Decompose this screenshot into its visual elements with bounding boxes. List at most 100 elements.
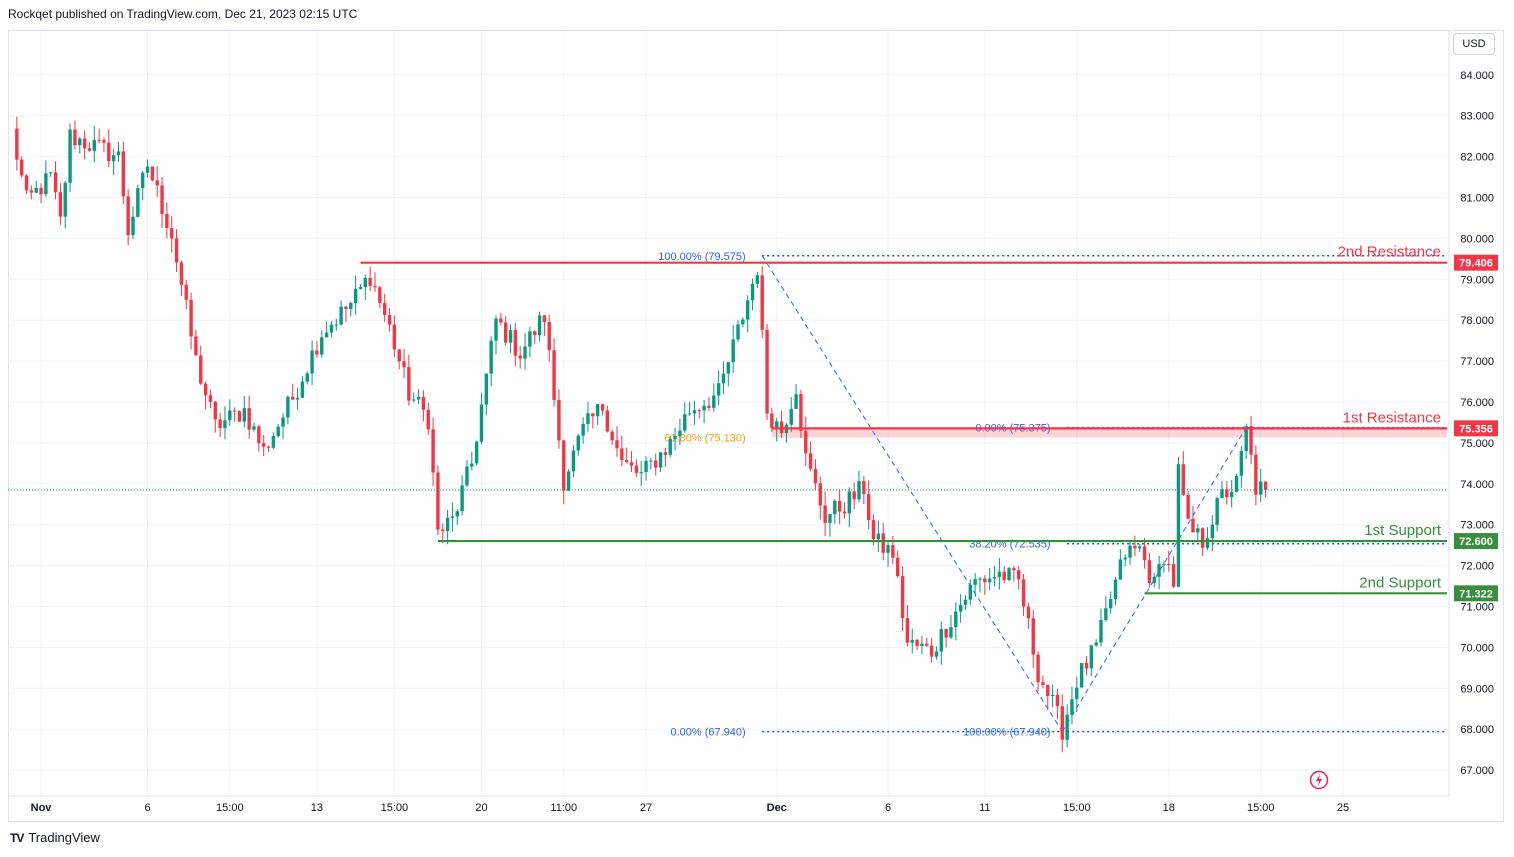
- candle-body: [866, 494, 871, 521]
- candle: [208, 389, 213, 409]
- candle-body: [779, 421, 784, 434]
- candle-body: [1123, 557, 1127, 560]
- candle: [58, 183, 63, 225]
- candle: [697, 408, 701, 419]
- candle: [1133, 535, 1137, 557]
- candle: [1142, 537, 1147, 569]
- candle-body: [537, 315, 542, 336]
- candle: [145, 159, 150, 178]
- time-tick-label: 13: [311, 802, 323, 814]
- candle-body: [247, 408, 251, 430]
- candle: [140, 170, 145, 201]
- candle: [687, 401, 692, 416]
- candle: [1162, 561, 1166, 573]
- candle-body: [794, 394, 798, 409]
- replay-icon[interactable]: [1309, 770, 1329, 790]
- candle: [973, 573, 977, 597]
- candle-body: [29, 190, 34, 193]
- candle: [823, 491, 827, 537]
- candle: [1094, 639, 1098, 647]
- candle: [547, 314, 551, 362]
- candle: [886, 542, 890, 567]
- candle-body: [349, 302, 353, 310]
- candle: [610, 429, 614, 445]
- candle-body: [450, 516, 455, 518]
- candle-body: [1263, 481, 1268, 490]
- candle: [179, 260, 184, 297]
- candle-body: [649, 460, 653, 462]
- candle-body: [145, 166, 150, 173]
- time-tick-label: 6: [144, 802, 150, 814]
- candle: [416, 389, 421, 405]
- candle: [852, 482, 856, 510]
- candle-body: [1021, 579, 1026, 607]
- candle: [107, 129, 111, 168]
- candle-body: [1089, 645, 1094, 669]
- candle-body: [1079, 662, 1084, 688]
- candle-body: [523, 346, 527, 359]
- candle-body: [1065, 714, 1069, 740]
- candle: [949, 614, 953, 640]
- candle-body: [615, 440, 619, 449]
- candle: [184, 279, 188, 310]
- chart-frame: [8, 30, 1504, 822]
- support-resistance-levels: 2nd Resistance 79.406 1st Resistance 75.356…: [360, 244, 1498, 602]
- candle-body: [252, 426, 256, 430]
- candle-body: [499, 318, 503, 323]
- candle-body: [571, 450, 576, 472]
- candle: [1128, 541, 1132, 565]
- candle: [958, 593, 963, 623]
- candle: [291, 383, 295, 401]
- time-tick-label: 15:00: [381, 802, 409, 814]
- level-label: 2nd Resistance: [1338, 244, 1441, 261]
- candle-body: [760, 275, 764, 330]
- candle: [455, 509, 459, 525]
- price-tick-label: 83.000: [1460, 111, 1494, 123]
- candle-body: [1234, 475, 1239, 492]
- candle-body: [900, 576, 905, 619]
- candle: [600, 403, 605, 416]
- candle-body: [508, 330, 513, 343]
- candle-body: [1225, 489, 1229, 498]
- currency-selector[interactable]: USD: [1453, 33, 1495, 55]
- candle-body: [1186, 494, 1190, 519]
- price-axis: 84.000 83.000 82.000 81.000 80.000 79.000 78.0…: [1448, 31, 1494, 796]
- candle: [591, 413, 595, 429]
- candle: [1239, 446, 1244, 488]
- candle-body: [1259, 481, 1263, 495]
- candle: [276, 424, 280, 438]
- candle: [1118, 549, 1123, 580]
- candle-body: [804, 430, 808, 454]
- candle: [731, 325, 735, 373]
- candle-body: [436, 472, 440, 530]
- candle-body: [1060, 706, 1064, 740]
- candle: [929, 638, 934, 663]
- candle-body: [620, 448, 624, 461]
- candle: [755, 271, 760, 288]
- level-price-badge: [1454, 585, 1498, 602]
- candle-body: [581, 424, 585, 436]
- candle-body: [470, 463, 474, 467]
- candle-body: [237, 411, 242, 422]
- candle: [683, 402, 687, 433]
- candle: [523, 333, 527, 370]
- candle-body: [547, 322, 551, 351]
- candle: [339, 300, 343, 326]
- candle-body: [441, 529, 445, 532]
- candle-body: [1200, 528, 1205, 548]
- time-tick-label: 15:00: [1063, 802, 1091, 814]
- candle-body: [1002, 571, 1006, 581]
- candle: [528, 326, 532, 358]
- candle: [789, 397, 793, 432]
- candle: [828, 513, 832, 537]
- candle: [620, 435, 624, 467]
- candle-body: [997, 571, 1002, 577]
- candle-body: [49, 172, 53, 174]
- candle: [978, 576, 982, 593]
- candle-body: [1176, 464, 1181, 587]
- price-tick-label: 78.000: [1460, 315, 1494, 327]
- candle-body: [131, 216, 135, 236]
- publisher-header: Rockqet published on TradingView.com, De…: [8, 7, 358, 21]
- candle: [353, 275, 358, 315]
